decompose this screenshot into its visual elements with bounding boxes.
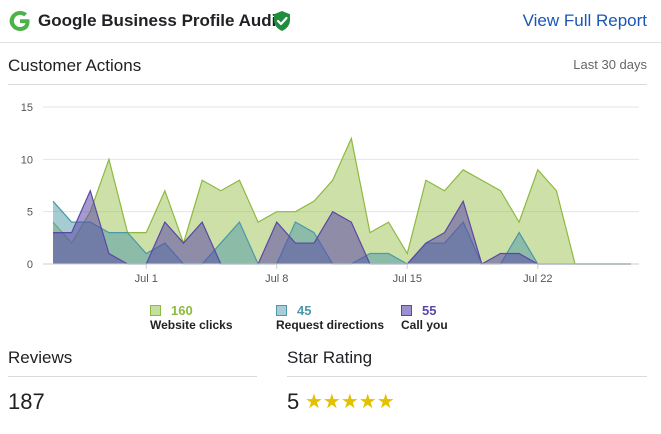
line-call-you bbox=[53, 189, 631, 265]
page-title: Google Business Profile Audit bbox=[38, 11, 283, 30]
x-tick-label: Jul 15 bbox=[393, 273, 422, 285]
legend-label-directions: Request directions bbox=[276, 318, 385, 332]
y-tick-label: 15 bbox=[21, 102, 33, 114]
google-g-logo-icon bbox=[9, 11, 30, 31]
x-tick-label: Jul 8 bbox=[265, 273, 288, 285]
star-rating-stars: ★★★★★ bbox=[305, 391, 395, 413]
section-title: Customer Actions bbox=[8, 56, 142, 75]
star-rating-value: 5 bbox=[287, 389, 300, 414]
legend-value-directions: 45 bbox=[297, 303, 312, 318]
period-label: Last 30 days bbox=[573, 57, 647, 72]
reviews-count: 187 bbox=[8, 389, 45, 414]
header-bar: Google Business Profile Audit View Full … bbox=[0, 0, 661, 43]
y-tick-label: 10 bbox=[21, 154, 33, 166]
legend-value-calls: 55 bbox=[422, 303, 437, 318]
y-tick-label: 5 bbox=[27, 207, 33, 219]
legend-swatch-calls bbox=[401, 305, 412, 316]
star-rating-divider bbox=[287, 376, 647, 377]
reviews-divider bbox=[8, 376, 257, 377]
x-tick-label: Jul 22 bbox=[523, 273, 552, 285]
view-full-report-link[interactable]: View Full Report bbox=[522, 11, 647, 30]
section-divider bbox=[8, 84, 647, 85]
legend-label-website: Website clicks bbox=[150, 318, 233, 332]
legend-label-calls: Call you bbox=[401, 318, 448, 332]
area-call-you bbox=[53, 190, 631, 264]
verified-shield-icon bbox=[274, 11, 290, 31]
y-tick-label: 0 bbox=[27, 259, 33, 271]
star-rating-title: Star Rating bbox=[287, 348, 373, 367]
legend-swatch-website bbox=[150, 305, 161, 316]
legend-swatch-directions bbox=[276, 305, 287, 316]
legend-value-website: 160 bbox=[171, 303, 193, 318]
reviews-title: Reviews bbox=[8, 348, 73, 367]
x-tick-label: Jul 1 bbox=[135, 273, 158, 285]
line-website-clicks bbox=[52, 136, 631, 265]
customer-actions-chart: 0 5 10 15 Jul 1 Jul 8 Jul 15 Jul 22 bbox=[21, 102, 639, 285]
